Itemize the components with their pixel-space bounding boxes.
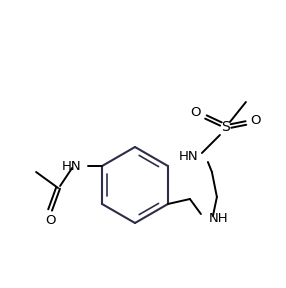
Text: O: O: [191, 105, 201, 118]
Text: S: S: [222, 120, 230, 134]
Text: HN: HN: [178, 151, 198, 164]
Text: O: O: [251, 113, 261, 126]
Text: HN: HN: [61, 160, 81, 173]
Text: NH: NH: [209, 213, 229, 226]
Text: O: O: [45, 213, 55, 226]
